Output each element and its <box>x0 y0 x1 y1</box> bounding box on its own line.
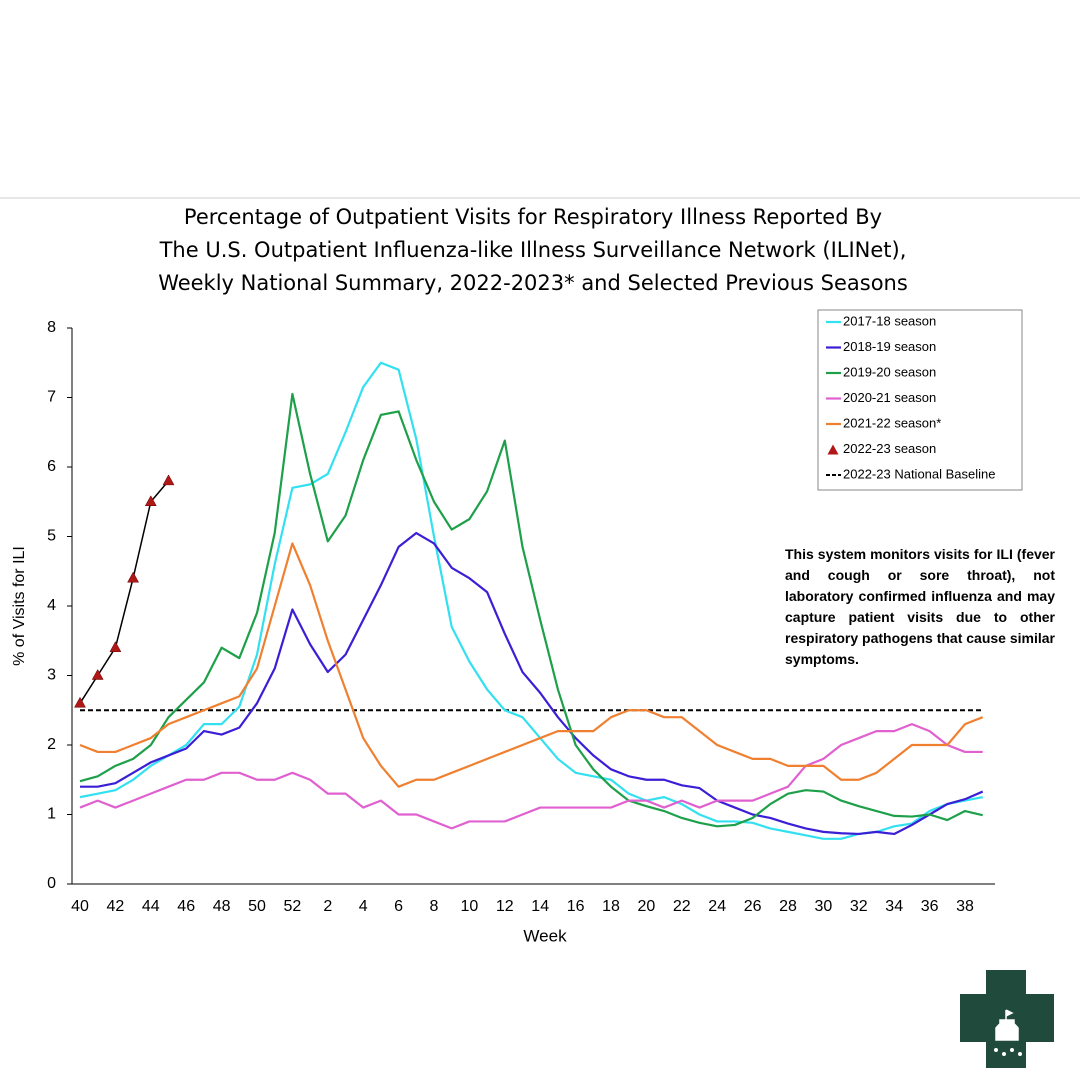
y-tick-label: 2 <box>47 736 56 753</box>
x-tick-label: 42 <box>107 898 125 915</box>
logo <box>960 970 1054 1068</box>
x-tick-label: 20 <box>638 898 656 915</box>
x-tick-label: 6 <box>394 898 403 915</box>
y-tick-label: 8 <box>47 319 56 336</box>
x-tick-label: 36 <box>921 898 939 915</box>
series-line <box>79 392 983 828</box>
x-tick-label: 32 <box>850 898 868 915</box>
legend-label: 2018-19 season <box>843 339 936 354</box>
series-line <box>80 531 984 836</box>
annotation: This system monitors visits for ILI (fev… <box>785 546 1055 667</box>
chart-title: The U.S. Outpatient Influenza-like Illne… <box>159 238 907 262</box>
x-tick-label: 16 <box>567 898 585 915</box>
x-tick-label: 38 <box>956 898 974 915</box>
marker <box>74 696 86 708</box>
legend-label: 2022-23 season <box>843 441 936 456</box>
chart-title: Weekly National Summary, 2022-2023* and … <box>158 271 908 295</box>
x-tick-label: 52 <box>284 898 302 915</box>
legend-label: 2020-21 season <box>843 390 936 405</box>
series-line <box>79 542 984 788</box>
x-tick-label: 4 <box>359 898 368 915</box>
series-line <box>79 723 983 830</box>
legend-label: 2017-18 season <box>843 313 936 328</box>
x-tick-label: 18 <box>602 898 620 915</box>
y-tick-label: 1 <box>47 806 56 823</box>
x-axis-label: Week <box>523 926 567 945</box>
x-tick-label: 34 <box>885 898 903 915</box>
x-tick-label: 30 <box>815 898 833 915</box>
chart-title: Percentage of Outpatient Visits for Resp… <box>184 205 882 229</box>
marker <box>162 474 175 486</box>
x-tick-label: 40 <box>71 898 89 915</box>
x-tick-label: 50 <box>248 898 266 915</box>
series-line <box>79 361 983 840</box>
marker <box>91 668 104 680</box>
x-tick-label: 12 <box>496 898 514 915</box>
y-tick-label: 5 <box>47 528 56 545</box>
marker <box>127 571 140 583</box>
x-tick-label: 48 <box>213 898 231 915</box>
legend-label: 2021-22 season* <box>843 415 941 430</box>
x-tick-label: 14 <box>531 898 549 915</box>
x-tick-label: 24 <box>708 898 726 915</box>
x-tick-label: 22 <box>673 898 691 915</box>
x-tick-label: 44 <box>142 898 160 915</box>
legend-swatch <box>827 444 839 455</box>
y-tick-label: 7 <box>47 389 56 406</box>
legend-box <box>817 309 1023 491</box>
x-tick-label: 10 <box>461 898 479 915</box>
marker <box>144 495 157 506</box>
x-tick-label: 8 <box>430 898 439 915</box>
y-tick-label: 0 <box>47 875 56 892</box>
y-axis-label: % of Visits for ILI <box>11 546 28 666</box>
marker <box>109 641 122 652</box>
x-tick-label: 2 <box>323 898 332 915</box>
y-tick-label: 3 <box>47 667 56 684</box>
x-tick-label: 26 <box>744 898 762 915</box>
series-line <box>79 480 170 704</box>
y-tick-label: 6 <box>47 458 56 475</box>
legend-label: 2019-20 season <box>843 364 936 379</box>
x-tick-label: 46 <box>177 898 195 915</box>
y-tick-label: 4 <box>47 597 56 614</box>
x-tick-label: 28 <box>779 898 797 915</box>
legend-label: 2022-23 National Baseline <box>843 466 996 481</box>
